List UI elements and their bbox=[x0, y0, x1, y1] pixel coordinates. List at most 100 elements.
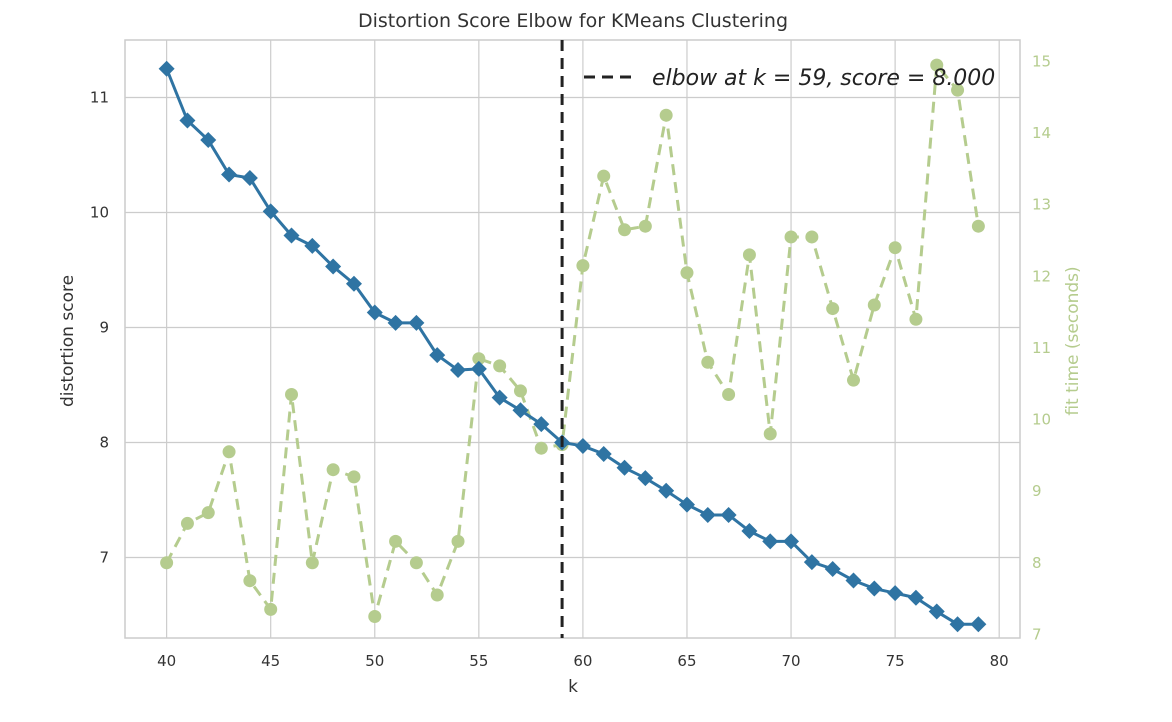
y-tick-label: 11 bbox=[90, 89, 109, 107]
distortion-point bbox=[533, 416, 550, 433]
legend: elbow at k = 59, score = 8.000 bbox=[584, 66, 995, 91]
x-tick-label: 65 bbox=[677, 652, 696, 670]
distortion-point bbox=[325, 258, 342, 275]
legend-text: elbow at k = 59, score = 8.000 bbox=[652, 66, 995, 91]
distortion-point bbox=[200, 132, 217, 149]
fit-time-point bbox=[930, 58, 944, 72]
distortion-point bbox=[762, 533, 779, 550]
fit-time-line bbox=[165, 61, 980, 617]
fit-time-point bbox=[430, 588, 444, 602]
fit-time-point bbox=[742, 248, 756, 262]
fit-time-point bbox=[951, 83, 965, 97]
fit-time-point bbox=[243, 574, 257, 588]
distortion-point bbox=[283, 227, 300, 244]
distortion-point bbox=[262, 203, 279, 220]
x-tick-label: 60 bbox=[573, 652, 592, 670]
y2-tick-label: 11 bbox=[1032, 339, 1051, 357]
distortion-point bbox=[304, 237, 321, 254]
x-tick-label: 40 bbox=[157, 652, 176, 670]
fit-time-point bbox=[264, 602, 278, 616]
fit-time-point bbox=[784, 230, 798, 244]
distortion-point bbox=[345, 275, 362, 292]
x-axis-label: k bbox=[568, 677, 578, 697]
distortion-point bbox=[595, 446, 612, 462]
y-tick-label: 7 bbox=[99, 549, 109, 567]
y2-tick-label: 13 bbox=[1032, 196, 1051, 214]
x-tick-label: 70 bbox=[781, 652, 800, 670]
y2-tick-label: 8 bbox=[1032, 554, 1042, 572]
distortion-point bbox=[720, 506, 737, 523]
fit-time-point bbox=[680, 266, 694, 280]
x-tick-label: 55 bbox=[469, 652, 488, 670]
fit-time-point bbox=[513, 384, 527, 398]
fit-time-point bbox=[285, 388, 299, 402]
y2-tick-label: 15 bbox=[1032, 52, 1051, 70]
tick-layer: 40 45 50 55 60 65 70 75 80 7 8 9 10 11 7 8 9 10 11 12 13 14 15 bbox=[90, 52, 1051, 670]
distortion-point bbox=[221, 166, 238, 183]
series-layer bbox=[158, 58, 987, 633]
fit-time-point bbox=[638, 219, 652, 233]
fit-time-point bbox=[451, 534, 465, 548]
fit-time-point bbox=[326, 463, 340, 477]
distortion-point bbox=[179, 112, 196, 129]
distortion-point bbox=[241, 170, 258, 186]
fit-time-point bbox=[597, 169, 611, 183]
fit-time-point bbox=[722, 388, 736, 402]
y2-tick-label: 7 bbox=[1032, 625, 1042, 643]
fit-time-point bbox=[826, 302, 840, 316]
distortion-point bbox=[887, 585, 904, 602]
fit-time-point bbox=[763, 427, 777, 441]
fit-time-point bbox=[846, 373, 860, 387]
fit-time-point bbox=[347, 470, 361, 484]
fit-time-point bbox=[472, 352, 486, 366]
fit-time-point bbox=[701, 355, 715, 369]
plot-area bbox=[124, 39, 1021, 639]
fit-time-point bbox=[909, 312, 923, 326]
fit-time-point bbox=[201, 506, 215, 520]
y2-tick-label: 12 bbox=[1032, 267, 1051, 285]
fit-time-point bbox=[368, 610, 382, 624]
fit-time-point bbox=[888, 241, 902, 255]
fit-time-point bbox=[160, 556, 174, 570]
distortion-point bbox=[928, 603, 945, 620]
y2-tick-label: 10 bbox=[1032, 411, 1051, 429]
fit-time-point bbox=[305, 556, 319, 570]
chart-title: Distortion Score Elbow for KMeans Cluste… bbox=[358, 10, 788, 32]
fit-time-point bbox=[534, 441, 548, 455]
y2-tick-label: 14 bbox=[1032, 124, 1051, 142]
fit-time-point bbox=[180, 516, 194, 530]
x-tick-label: 75 bbox=[886, 652, 905, 670]
distortion-point bbox=[678, 496, 695, 513]
y-tick-label: 8 bbox=[99, 434, 109, 452]
x-tick-label: 50 bbox=[365, 652, 384, 670]
y-axis-label: distortion score bbox=[58, 275, 78, 407]
distortion-point bbox=[491, 389, 508, 406]
distortion-point bbox=[699, 506, 716, 523]
distortion-point bbox=[637, 470, 654, 487]
distortion-point bbox=[845, 572, 862, 589]
distortion-point bbox=[949, 616, 966, 633]
distortion-point bbox=[429, 347, 446, 364]
distortion-point bbox=[387, 314, 404, 331]
fit-time-point bbox=[618, 223, 632, 237]
fit-time-point bbox=[576, 259, 590, 273]
y-tick-label: 10 bbox=[90, 204, 109, 222]
distortion-point bbox=[866, 580, 883, 597]
y2-tick-label: 9 bbox=[1032, 482, 1042, 500]
fit-time-point bbox=[493, 359, 507, 373]
distortion-point bbox=[408, 314, 425, 331]
fit-time-point bbox=[409, 556, 423, 570]
y2-axis-label: fit time (seconds) bbox=[1063, 266, 1083, 415]
fit-time-point bbox=[659, 108, 673, 122]
fit-time-point bbox=[389, 534, 403, 548]
distortion-point bbox=[450, 362, 467, 379]
distortion-point bbox=[907, 589, 924, 606]
x-tick-label: 45 bbox=[261, 652, 280, 670]
distortion-point bbox=[158, 60, 175, 77]
y-tick-label: 9 bbox=[99, 319, 109, 337]
fit-time-point bbox=[222, 445, 236, 459]
fit-time-point bbox=[867, 298, 881, 312]
distortion-point bbox=[658, 482, 675, 499]
distortion-point bbox=[783, 533, 800, 550]
grid-layer bbox=[125, 40, 1020, 638]
